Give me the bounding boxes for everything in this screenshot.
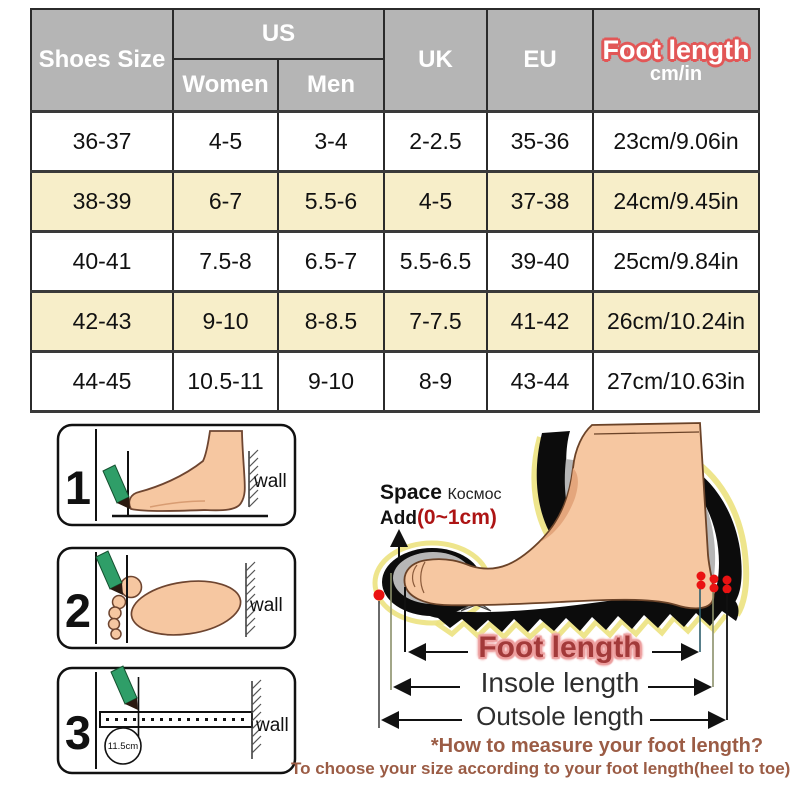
table-row: 38-39 6-7 5.5-6 4-5 37-38 24cm/9.45in: [30, 170, 760, 233]
cell-uk: 2-2.5: [383, 110, 488, 173]
measure-dots: [373, 571, 732, 601]
cell-foot-length: 27cm/10.63in: [592, 350, 760, 413]
header-men: Men: [277, 58, 385, 113]
foot-in-shoe-diagram: [372, 422, 750, 729]
header-us: US: [172, 8, 385, 60]
step-3-number: 3: [65, 706, 91, 759]
table-row: 36-37 4-5 3-4 2-2.5 35-36 23cm/9.06in: [30, 110, 760, 173]
cell-uk: 7-7.5: [383, 290, 488, 353]
cell-us-men: 6.5-7: [277, 230, 385, 293]
cell-foot-length: 26cm/10.24in: [592, 290, 760, 353]
cell-size: 38-39: [30, 170, 174, 233]
table-row: 44-45 10.5-11 9-10 8-9 43-44 27cm/10.63i…: [30, 350, 760, 413]
cell-size: 40-41: [30, 230, 174, 293]
cell-uk: 4-5: [383, 170, 488, 233]
insole-length-label: Insole length: [480, 667, 640, 698]
cell-us-women: 7.5-8: [172, 230, 279, 293]
measure-step-1: 1 wall: [56, 423, 297, 527]
cell-us-women: 10.5-11: [172, 350, 279, 413]
table-row: 42-43 9-10 8-8.5 7-7.5 41-42 26cm/10.24i…: [30, 290, 760, 353]
cell-us-women: 9-10: [172, 290, 279, 353]
measure-illustration: 1 wall 2: [56, 422, 750, 775]
foot-length-header-unit: cm/in: [649, 63, 703, 85]
cell-foot-length: 24cm/9.45in: [592, 170, 760, 233]
cell-foot-length: 23cm/9.06in: [592, 110, 760, 173]
step-2-number: 2: [65, 584, 91, 637]
wall-label: wall: [249, 595, 283, 616]
wall-label: wall: [255, 715, 289, 736]
header-uk: UK: [383, 8, 488, 113]
outsole-length-label: Outsole length: [476, 701, 644, 731]
cell-eu: 39-40: [486, 230, 594, 293]
cell-foot-length: 25cm/9.84in: [592, 230, 760, 293]
dimension-arrows: [381, 529, 726, 729]
foot-side-view: [128, 430, 246, 512]
choose-size-note: To choose your size according to your fo…: [291, 759, 791, 778]
ruler: [99, 711, 253, 728]
cell-us-men: 8-8.5: [277, 290, 385, 353]
cell-us-men: 3-4: [277, 110, 385, 173]
cell-eu: 43-44: [486, 350, 594, 413]
cell-uk: 8-9: [383, 350, 488, 413]
cell-us-men: 5.5-6: [277, 170, 385, 233]
shoe-outsole: [398, 571, 739, 632]
cell-us-men: 9-10: [277, 350, 385, 413]
add-label: Add: [380, 508, 417, 529]
header-shoes-size: Shoes Size: [30, 8, 174, 113]
measure-step-2: 2 wall: [56, 546, 297, 650]
cell-us-women: 4-5: [172, 110, 279, 173]
table-row: 40-41 7.5-8 6.5-7 5.5-6.5 39-40 25cm/9.8…: [30, 230, 760, 293]
cell-size: 42-43: [30, 290, 174, 353]
ruler-value-label: 11.5cm: [108, 741, 139, 752]
header-foot-length: Foot length cm/in: [592, 8, 760, 113]
space-label-russian: Космос: [447, 486, 502, 503]
cell-eu: 35-36: [486, 110, 594, 173]
cell-size: 36-37: [30, 110, 174, 173]
wall-label: wall: [253, 471, 287, 492]
measure-step-3: 3 11.5cm wall: [56, 665, 297, 775]
cell-uk: 5.5-6.5: [383, 230, 488, 293]
cell-us-women: 6-7: [172, 170, 279, 233]
foot-length-header-title: Foot length: [602, 35, 750, 65]
space-annotation: Space Космос Add(0~1cm): [380, 481, 502, 530]
header-women: Women: [172, 58, 279, 113]
space-label: Space: [380, 481, 442, 504]
add-value: (0~1cm): [416, 506, 497, 529]
cell-size: 44-45: [30, 350, 174, 413]
cell-eu: 41-42: [486, 290, 594, 353]
size-table: Shoes Size US UK EU Foot length cm/in Wo…: [30, 8, 760, 413]
foot-top-view: [107, 575, 242, 640]
how-to-measure-note: *How to measure your foot length?: [430, 735, 764, 757]
cell-eu: 37-38: [486, 170, 594, 233]
header-eu: EU: [486, 8, 594, 113]
foot-length-label: Foot length: [478, 631, 642, 664]
step-1-number: 1: [65, 461, 91, 514]
